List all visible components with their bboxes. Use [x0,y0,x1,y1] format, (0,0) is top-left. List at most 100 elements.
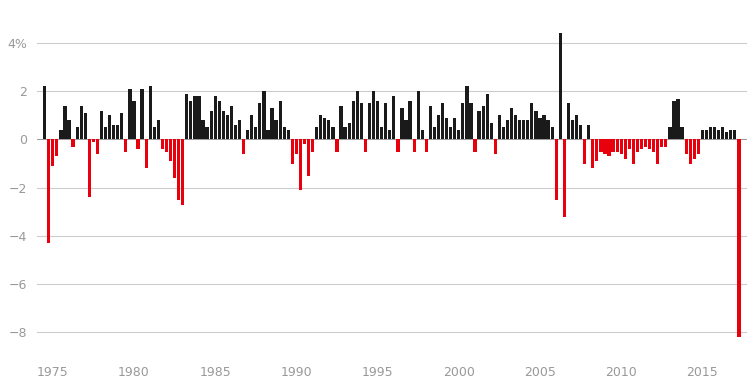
Bar [550,127,553,139]
Bar [307,139,310,176]
Bar [579,125,582,139]
Bar [157,120,160,139]
Bar [700,130,704,139]
Bar [725,132,728,139]
Bar [632,139,635,164]
Bar [189,101,192,139]
Bar [287,130,290,139]
Bar [234,125,237,139]
Bar [87,139,91,197]
Bar [295,139,298,154]
Bar [372,91,375,139]
Bar [262,91,265,139]
Bar [465,86,468,139]
Bar [522,120,526,139]
Bar [693,139,696,159]
Bar [145,139,148,168]
Bar [449,127,452,139]
Bar [213,96,217,139]
Bar [140,89,144,139]
Bar [421,130,424,139]
Bar [640,139,643,149]
Bar [433,127,436,139]
Bar [80,106,83,139]
Bar [599,139,602,152]
Bar [547,120,550,139]
Bar [397,139,400,152]
Bar [624,139,627,159]
Bar [152,127,156,139]
Bar [218,101,221,139]
Bar [595,139,599,161]
Bar [169,139,172,161]
Bar [108,115,112,139]
Bar [205,127,209,139]
Bar [368,103,371,139]
Bar [67,120,71,139]
Bar [627,139,631,149]
Bar [116,125,119,139]
Bar [55,139,59,156]
Bar [303,139,306,144]
Bar [676,98,679,139]
Bar [571,120,574,139]
Bar [514,115,517,139]
Bar [636,139,639,152]
Bar [84,113,87,139]
Bar [489,123,493,139]
Bar [63,106,66,139]
Bar [274,120,277,139]
Bar [278,101,282,139]
Bar [51,139,54,166]
Bar [587,125,590,139]
Bar [474,139,477,152]
Bar [518,120,521,139]
Bar [242,139,245,154]
Bar [477,110,481,139]
Bar [299,139,302,190]
Bar [198,96,201,139]
Bar [266,130,270,139]
Bar [72,139,75,147]
Bar [429,106,432,139]
Bar [201,120,204,139]
Bar [356,91,359,139]
Bar [230,106,233,139]
Bar [608,139,611,156]
Bar [482,106,485,139]
Bar [291,139,294,164]
Bar [733,130,737,139]
Bar [96,139,99,154]
Bar [124,139,127,152]
Bar [737,139,740,337]
Bar [363,139,367,152]
Bar [661,139,664,147]
Bar [688,139,692,164]
Bar [412,139,415,152]
Bar [351,101,355,139]
Bar [538,118,541,139]
Bar [445,118,448,139]
Bar [535,110,538,139]
Bar [104,127,107,139]
Bar [60,130,63,139]
Bar [559,34,562,139]
Bar [469,103,473,139]
Bar [717,130,720,139]
Bar [673,101,676,139]
Bar [425,139,428,152]
Bar [225,115,229,139]
Bar [705,130,708,139]
Bar [697,139,700,154]
Bar [441,103,444,139]
Bar [721,127,725,139]
Bar [542,115,546,139]
Bar [461,103,464,139]
Bar [165,139,168,152]
Bar [526,120,529,139]
Bar [644,139,647,147]
Bar [250,115,253,139]
Bar [120,113,124,139]
Bar [506,120,509,139]
Bar [319,115,323,139]
